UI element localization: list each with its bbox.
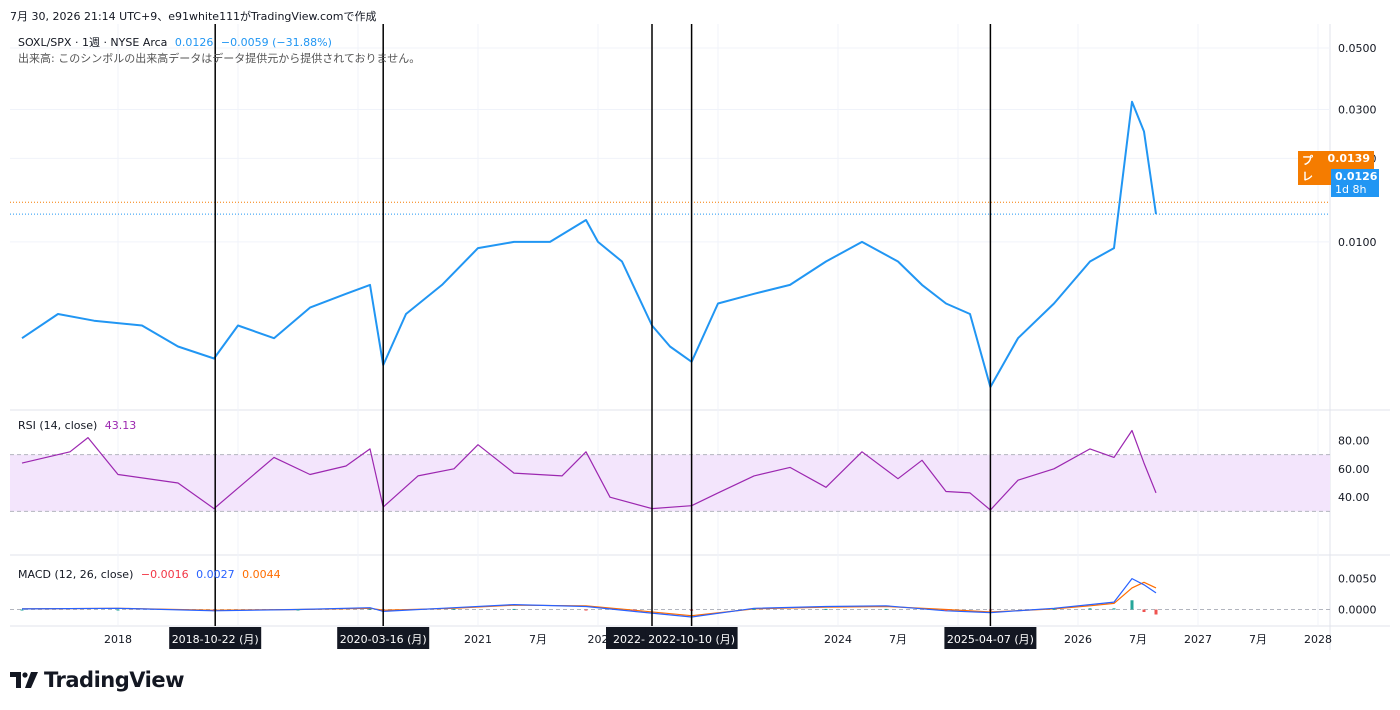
bar-countdown: 1d 8h xyxy=(1335,183,1367,196)
macd-histogram-bar xyxy=(296,609,300,611)
chart-background xyxy=(0,24,1400,628)
symbol-last: 0.0126 xyxy=(174,36,214,49)
time-axis-label: 2021 xyxy=(464,633,492,646)
macd-value: −0.0016 xyxy=(140,568,189,581)
time-axis-label: 7月 xyxy=(529,633,547,646)
event-marker-badge xyxy=(944,627,1037,649)
time-axis-label-partial: 202 xyxy=(588,633,609,646)
pre-label: プレ xyxy=(1302,154,1313,183)
brand-name: TradingView xyxy=(44,668,184,692)
time-axis-label: 2028 xyxy=(1304,633,1332,646)
tradingview-logo-icon xyxy=(10,672,38,688)
rsi-axis-label: 60.00 xyxy=(1338,463,1370,476)
price-line xyxy=(21,100,1157,388)
macd-label: MACD (12, 26, close) xyxy=(18,568,134,581)
macd-axis-label: 0.0000 xyxy=(1338,604,1377,617)
macd-axis-label: 0.0050 xyxy=(1338,573,1377,586)
macd-histogram-bar xyxy=(1088,608,1092,610)
macd-histogram-bar xyxy=(632,609,636,611)
macd-histogram-bar xyxy=(584,609,588,611)
volume-note: 出来高: このシンボルの出来高データはデータ提供元から提供されておりません。 xyxy=(18,52,421,65)
price-axis-label: 0.0100 xyxy=(1338,236,1377,249)
event-marker-badge xyxy=(606,627,652,649)
tradingview-logo[interactable]: TradingView xyxy=(10,668,184,692)
macd-histogram-bar xyxy=(1112,608,1116,610)
event-marker-date: 2018-10-22 (月) xyxy=(172,633,259,646)
macd-line xyxy=(21,577,1157,618)
symbol-label: SOXL/SPX · 1週 · NYSE Arca xyxy=(18,36,168,49)
macd-legend[interactable]: MACD (12, 26, close) −0.0016 0.0027 0.00… xyxy=(18,568,285,581)
pre-value: 0.0139 xyxy=(1327,152,1370,165)
symbol-legend[interactable]: SOXL/SPX · 1週 · NYSE Arca 0.0126 −0.0059… xyxy=(18,34,336,50)
time-axis-label: 7月 xyxy=(1249,633,1267,646)
macd-histogram-bar xyxy=(212,609,216,611)
rsi-label: RSI (14, close) xyxy=(18,419,98,432)
macd-histogram-bar xyxy=(512,608,516,610)
macd-histogram-bar xyxy=(944,609,948,611)
chart-area[interactable]: 0.05000.03000.02000.010080.0060.0040.000… xyxy=(0,24,1400,654)
macd-histogram-bar xyxy=(824,608,828,610)
time-axis-label: 2024 xyxy=(824,633,852,646)
rsi-band xyxy=(10,454,1330,512)
event-marker-badge xyxy=(169,627,262,649)
time-axis-label: 2027 xyxy=(1184,633,1212,646)
price-axis-label: 0.0300 xyxy=(1338,104,1377,117)
macd-histogram-bar xyxy=(116,609,120,611)
macd-histogram-bar xyxy=(20,609,24,611)
event-marker-date: 2025-04-07 (月) xyxy=(947,633,1034,646)
macd-hist-value: 0.0044 xyxy=(242,568,281,581)
macd-histogram-bar xyxy=(884,608,888,610)
event-marker-badge xyxy=(337,627,430,649)
last-price-tag: 0.0126 1d 8h xyxy=(1331,169,1379,197)
rsi-value: 43.13 xyxy=(104,419,137,432)
event-marker-date: 2022-10-10 (月) xyxy=(648,633,735,646)
rsi-axis-label: 80.00 xyxy=(1338,434,1370,447)
event-marker-date: 2020-03-16 (月) xyxy=(340,633,427,646)
rsi-axis-label: 40.00 xyxy=(1338,491,1370,504)
macd-histogram-bar xyxy=(1154,609,1158,615)
macd-histogram-bar xyxy=(368,608,372,610)
time-axis-label: 7月 xyxy=(889,633,907,646)
event-marker-date: 2022- xyxy=(613,633,645,646)
last-price-value: 0.0126 xyxy=(1335,170,1378,183)
rsi-legend[interactable]: RSI (14, close) 43.13 xyxy=(18,419,140,432)
macd-histogram-bar xyxy=(752,608,756,610)
created-by-line: 7月 30, 2026 21:14 UTC+9、e91white111がTrad… xyxy=(10,10,377,23)
symbol-change: −0.0059 (−31.88%) xyxy=(220,36,332,49)
event-marker-badge xyxy=(645,627,738,649)
time-axis-label: 2018 xyxy=(104,633,132,646)
macd-histogram-bar xyxy=(1142,609,1146,613)
time-axis-label: 7月 xyxy=(1129,633,1147,646)
price-axis-label: 0.0500 xyxy=(1338,42,1377,55)
macd-histogram-bar xyxy=(452,608,456,610)
macd-histogram-bar xyxy=(1130,600,1134,610)
macd-signal-value: 0.0027 xyxy=(196,568,235,581)
macd-histogram-bar xyxy=(1052,608,1056,610)
time-axis-label: 2026 xyxy=(1064,633,1092,646)
